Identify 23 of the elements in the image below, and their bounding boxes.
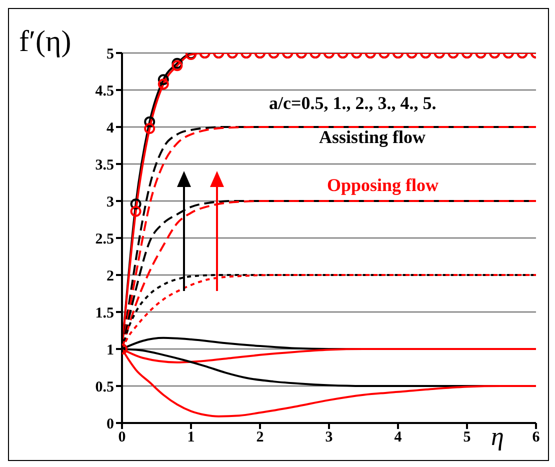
- x-tick-label: 2: [256, 430, 264, 446]
- x-axis-title: η: [491, 422, 504, 451]
- x-tick-label: 4: [394, 430, 402, 446]
- annotation: a/c=0.5, 1., 2., 3., 4., 5.: [269, 93, 436, 114]
- y-tick-label: 3.5: [95, 157, 114, 174]
- annotation: Assisting flow: [319, 127, 426, 148]
- y-tick-label: 0: [106, 416, 114, 432]
- y-tick-label: 3: [106, 194, 114, 210]
- y-axis-title: f′(η): [19, 25, 72, 59]
- y-tick-label: 1.5: [95, 305, 114, 322]
- y-tick-label: 2.5: [95, 231, 114, 248]
- x-tick-label: 0: [118, 430, 126, 446]
- y-tick-label: 5: [106, 46, 114, 62]
- x-tick-label: 1: [187, 430, 195, 446]
- x-tick-label: 3: [325, 430, 333, 446]
- y-tick-label: 2: [106, 268, 114, 284]
- y-tick-label: 1: [106, 342, 114, 358]
- y-tick-label: 0.5: [95, 379, 114, 396]
- y-tick-label: 4.5: [95, 83, 114, 100]
- annotation: Opposing flow: [327, 175, 439, 196]
- y-tick-label: 4: [106, 120, 114, 136]
- x-tick-label: 6: [532, 430, 540, 446]
- x-tick-label: 5: [463, 430, 471, 446]
